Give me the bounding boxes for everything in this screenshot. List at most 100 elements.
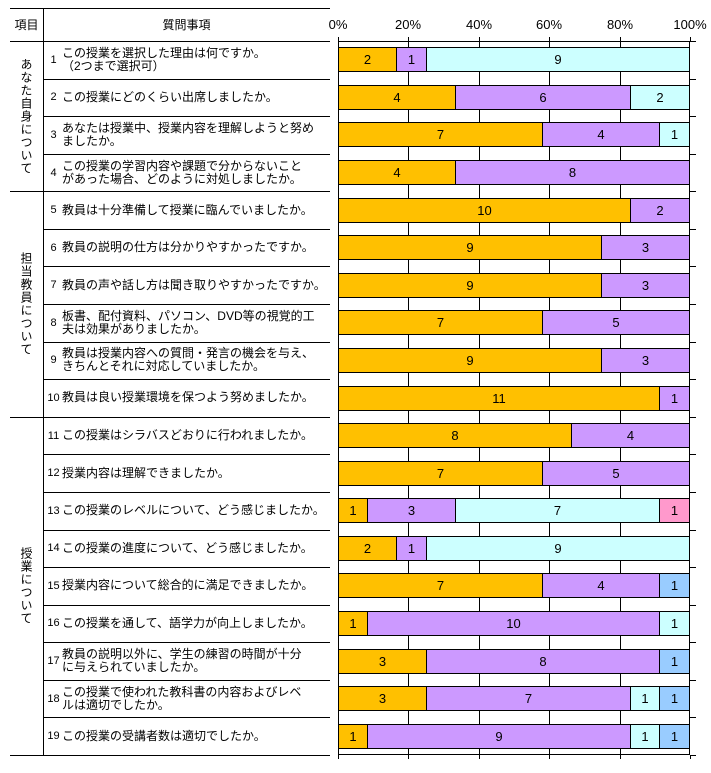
- question-number: 15: [47, 579, 60, 592]
- question-number: 14: [47, 542, 60, 555]
- question-text: この授業にどのくらい出席しましたか。: [62, 89, 278, 104]
- value-axis-tick-label: 100%: [673, 17, 707, 32]
- bar-segment: 1: [660, 574, 689, 598]
- bar-segment: 3: [602, 273, 689, 297]
- bar-segment: 7: [456, 499, 660, 523]
- segment-value-label: 10: [477, 202, 492, 218]
- question-row: 11 この授業はシラバスどおりに行われましたか。: [45, 417, 330, 455]
- segment-value-label: 2: [656, 89, 664, 105]
- question-text: 教員は授業内容への質問・発言の機会を与え、 きちんとそれに対応していましたか。: [62, 346, 315, 374]
- question-row: 4 この授業の学習内容や課題で分からないこと があった場合、どのように対処しました…: [45, 154, 330, 192]
- value-axis-tick-label: 0%: [328, 17, 348, 32]
- bar-segment: 2: [631, 85, 689, 109]
- segment-value-label: 3: [378, 691, 387, 707]
- question-row: 5 教員は十分準備して授業に臨んでいましたか。: [45, 191, 330, 229]
- segment-value-label: 8: [568, 165, 577, 181]
- bar-segment: 4: [339, 161, 456, 185]
- question-row: 16 この授業を通して、語学力が向上しましたか。: [45, 605, 330, 643]
- bar-segment: 1: [631, 687, 660, 711]
- segment-value-label: 3: [378, 653, 387, 669]
- value-axis-tick-top: [690, 37, 691, 41]
- segment-value-label: 5: [612, 465, 620, 481]
- bar-segment: 9: [339, 236, 602, 260]
- bar-segment: 9: [339, 273, 602, 297]
- question-number: 18: [47, 692, 60, 705]
- question-divider-line: [43, 680, 330, 681]
- question-number: 2: [50, 91, 57, 104]
- bar-segment: 9: [427, 48, 689, 72]
- question-text: 教員は良い授業環境を保つよう努めましたか。: [62, 390, 314, 405]
- stacked-bar: 4 6 2: [338, 84, 690, 110]
- value-axis-tick-label: 20%: [394, 17, 422, 32]
- category-axis-tick: [690, 605, 696, 606]
- section-label-about-class: 授業について: [19, 547, 33, 625]
- item-column-divider: [43, 8, 44, 756]
- bar-segment: 7: [339, 574, 543, 598]
- question-divider-line: [43, 154, 330, 155]
- stacked-bar: 7 4 1: [338, 573, 690, 599]
- bar-segment: 4: [339, 85, 456, 109]
- segment-value-label: 1: [407, 52, 416, 68]
- question-text: この授業の進度について、どう感じましたか。: [62, 540, 313, 555]
- segment-value-label: 1: [670, 653, 679, 669]
- segment-value-label: 4: [597, 127, 605, 143]
- question-row: 9 教員は授業内容への質問・発言の機会を与え、 きちんとそれに対応していましたか。: [45, 342, 330, 380]
- question-number: 13: [47, 504, 60, 517]
- question-text: 教員の説明の仕方は分かりやすかったですか。: [62, 240, 314, 255]
- question-number: 12: [47, 467, 60, 480]
- segment-value-label: 8: [451, 428, 459, 444]
- question-divider-line: [43, 229, 330, 230]
- segment-value-label: 9: [554, 52, 562, 68]
- bar-segment: 11: [339, 386, 660, 410]
- stacked-bar: 3 8 1: [338, 648, 690, 674]
- category-axis-tick: [690, 304, 696, 305]
- bar-segment: 8: [339, 424, 572, 448]
- bar-segment: 4: [543, 574, 660, 598]
- value-axis-tick-top: [479, 37, 480, 41]
- segment-value-label: 4: [393, 165, 401, 181]
- question-divider-line: [43, 642, 330, 643]
- bar-segment: 3: [339, 687, 427, 711]
- bar-segment: 1: [660, 611, 689, 635]
- question-text: あなたは授業中、授業内容を理解しようと努め ましたか。: [62, 120, 315, 148]
- question-number: 1: [50, 53, 57, 66]
- question-text: 授業内容について総合的に満足できましたか。: [62, 578, 314, 593]
- question-row: 7 教員の声や話し方は聞き取りやすかったですか。: [45, 266, 330, 304]
- bar-segment: 8: [427, 649, 660, 673]
- question-number: 11: [47, 429, 60, 442]
- segment-value-label: 1: [670, 127, 679, 143]
- segment-value-label: 9: [554, 540, 562, 556]
- segment-value-label: 4: [626, 428, 635, 444]
- question-row: 12 授業内容は理解できましたか。: [45, 454, 330, 492]
- value-axis-tick-top: [620, 37, 621, 41]
- question-row: 13 この授業のレベルについて、どう感じましたか。: [45, 492, 330, 530]
- question-divider-line: [43, 605, 330, 606]
- section-divider-line: [10, 417, 330, 418]
- question-number: 16: [47, 617, 60, 630]
- segment-value-label: 7: [436, 127, 445, 143]
- stacked-bar: 11 1: [338, 385, 690, 411]
- category-axis-tick: [690, 567, 696, 568]
- question-text: この授業のレベルについて、どう感じましたか。: [62, 503, 325, 518]
- question-row: 2 この授業にどのくらい出席しましたか。: [45, 79, 330, 117]
- bar-segment: 10: [368, 611, 660, 635]
- value-axis-tick-bottom: [408, 755, 409, 759]
- category-axis-tick: [690, 717, 696, 718]
- question-text: この授業の学習内容や課題で分からないこと があった場合、どのように対処しましたか…: [62, 158, 303, 186]
- segment-value-label: 4: [597, 578, 605, 594]
- question-divider-line: [43, 116, 330, 117]
- bar-segment: 5: [543, 311, 689, 335]
- bar-segment: 2: [631, 198, 689, 222]
- segment-value-label: 7: [524, 691, 533, 707]
- bar-segment: 1: [397, 48, 427, 72]
- value-axis-tick-bottom: [620, 755, 621, 759]
- bar-segment: 3: [602, 236, 689, 260]
- question-text: 授業内容は理解できましたか。: [62, 465, 230, 480]
- question-row: 3 あなたは授業中、授業内容を理解しようと努め ましたか。: [45, 116, 330, 154]
- bar-segment: 8: [456, 161, 689, 185]
